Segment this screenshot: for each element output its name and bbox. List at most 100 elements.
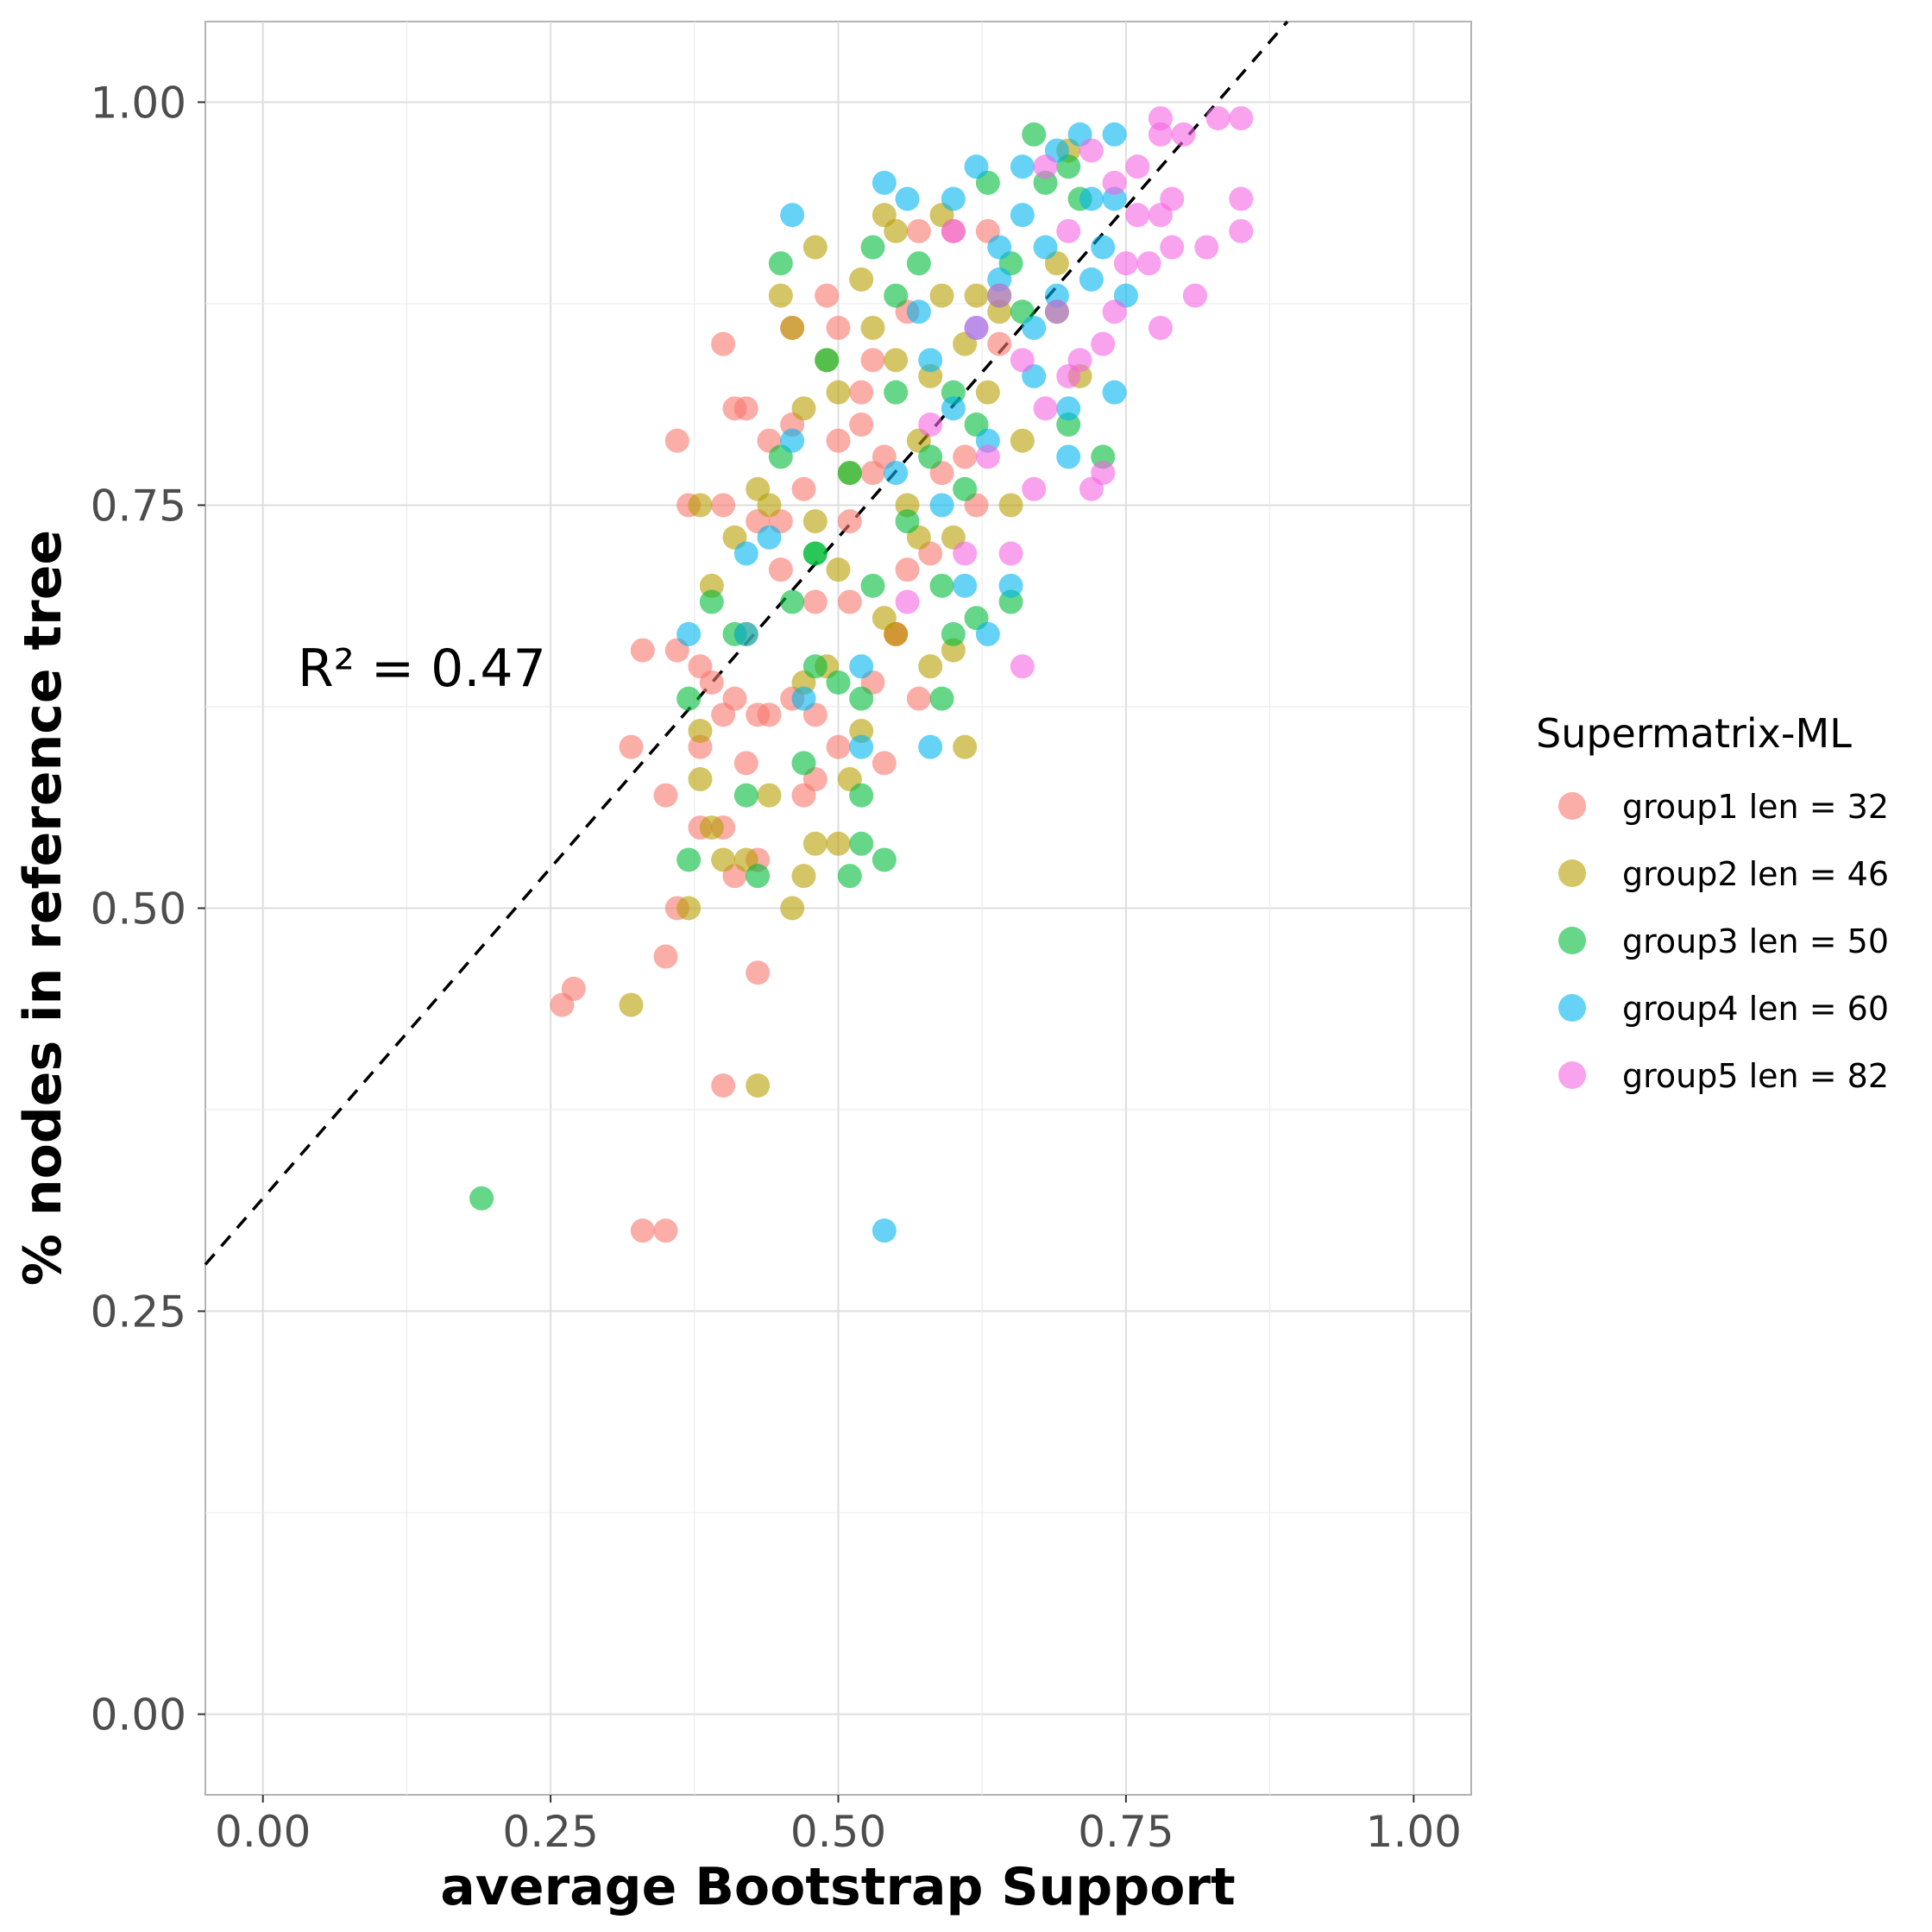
y-tick-label: 0.50 — [91, 884, 186, 935]
data-point-group4 — [941, 396, 966, 421]
legend-key-group1 — [1558, 792, 1586, 820]
data-point-group5 — [1102, 299, 1127, 324]
data-point-group4 — [872, 1218, 897, 1243]
data-point-group3 — [929, 686, 954, 711]
data-point-group4 — [1010, 203, 1035, 228]
legend-key-group2 — [1558, 859, 1586, 887]
data-point-group4 — [757, 525, 782, 550]
data-point-group2 — [953, 734, 978, 759]
data-point-group2 — [802, 235, 828, 260]
data-point-group2 — [677, 896, 702, 921]
data-point-group2 — [998, 493, 1023, 518]
y-axis-title: % nodes in reference tree — [13, 530, 73, 1286]
data-point-group5 — [964, 315, 989, 340]
data-point-group1 — [849, 380, 874, 405]
data-point-group1 — [733, 751, 758, 776]
data-point-group4 — [1056, 396, 1081, 421]
data-point-group3 — [849, 831, 874, 856]
data-point-group3 — [929, 573, 954, 598]
data-point-group4 — [780, 428, 805, 453]
data-point-group2 — [791, 864, 816, 889]
legend-label-group1: group1 len = 32 — [1622, 788, 1889, 826]
data-points — [469, 106, 1254, 1243]
data-point-group5 — [1125, 154, 1150, 179]
data-point-group5 — [1160, 186, 1185, 211]
data-point-group3 — [860, 235, 885, 260]
data-point-group4 — [964, 154, 989, 179]
data-point-group5 — [1091, 461, 1116, 486]
data-point-group3 — [677, 686, 702, 711]
data-point-group2 — [757, 783, 782, 808]
data-point-group3 — [849, 783, 874, 808]
data-point-group4 — [849, 734, 874, 759]
data-point-group5 — [1194, 235, 1219, 260]
data-point-group3 — [780, 589, 805, 614]
data-point-group5 — [1091, 331, 1116, 356]
data-point-group3 — [849, 686, 874, 711]
data-point-group3 — [906, 251, 931, 276]
data-point-group4 — [975, 621, 1000, 646]
data-point-group5 — [1229, 186, 1254, 211]
data-point-group2 — [872, 606, 897, 631]
data-point-group4 — [733, 621, 758, 646]
data-point-group3 — [941, 621, 966, 646]
data-point-group1 — [826, 428, 851, 453]
data-point-group1 — [860, 461, 885, 486]
data-point-group1 — [826, 315, 851, 340]
data-point-group5 — [1205, 106, 1230, 131]
data-point-group5 — [1171, 122, 1196, 147]
data-point-group1 — [711, 493, 736, 518]
data-point-group5 — [1079, 138, 1104, 163]
data-point-group1 — [653, 783, 678, 808]
data-point-group1 — [561, 976, 586, 1001]
x-tick-label: 0.75 — [1078, 1807, 1174, 1857]
data-point-group2 — [688, 767, 713, 792]
data-point-group1 — [987, 331, 1012, 356]
y-tick-label: 0.00 — [91, 1690, 186, 1740]
data-point-group2 — [884, 348, 909, 373]
data-point-group5 — [1022, 476, 1047, 501]
data-point-group1 — [711, 1073, 736, 1098]
data-point-group2 — [802, 509, 828, 534]
data-point-group4 — [895, 186, 920, 211]
legend-key-group4 — [1558, 994, 1586, 1022]
data-point-group4 — [780, 203, 805, 228]
data-point-group5 — [918, 412, 943, 437]
data-point-group3 — [884, 380, 909, 405]
data-point-group2 — [802, 831, 828, 856]
x-tick-label: 0.25 — [502, 1807, 598, 1857]
data-point-group4 — [998, 573, 1023, 598]
x-axis-title: average Bootstrap Support — [440, 1857, 1235, 1917]
data-point-group1 — [699, 670, 724, 695]
x-tick-label: 1.00 — [1366, 1807, 1462, 1857]
data-point-group5 — [941, 218, 966, 243]
data-point-group5 — [1229, 106, 1254, 131]
data-point-group4 — [1091, 235, 1116, 260]
data-point-group1 — [849, 412, 874, 437]
data-point-group4 — [872, 170, 897, 195]
data-point-group5 — [1044, 299, 1069, 324]
y-tick-label: 0.75 — [91, 481, 186, 531]
data-point-group4 — [987, 235, 1012, 260]
data-point-group2 — [768, 283, 793, 308]
data-point-group2 — [964, 283, 989, 308]
data-point-group3 — [872, 847, 897, 872]
data-point-group3 — [953, 476, 978, 501]
data-point-group2 — [711, 847, 736, 872]
data-point-group4 — [918, 348, 943, 373]
data-point-group5 — [1148, 106, 1173, 131]
x-tick-label: 0.00 — [215, 1807, 311, 1857]
data-point-group1 — [860, 348, 885, 373]
data-point-group1 — [619, 734, 644, 759]
data-point-group1 — [757, 702, 782, 727]
data-point-group5 — [975, 444, 1000, 469]
data-point-group1 — [802, 589, 828, 614]
legend-label-group4: group4 len = 60 — [1622, 990, 1889, 1028]
data-point-group2 — [619, 992, 644, 1017]
data-point-group4 — [1102, 122, 1127, 147]
data-point-group2 — [849, 267, 874, 292]
data-point-group2 — [918, 654, 943, 679]
data-point-group4 — [791, 686, 816, 711]
data-point-group1 — [906, 218, 931, 243]
